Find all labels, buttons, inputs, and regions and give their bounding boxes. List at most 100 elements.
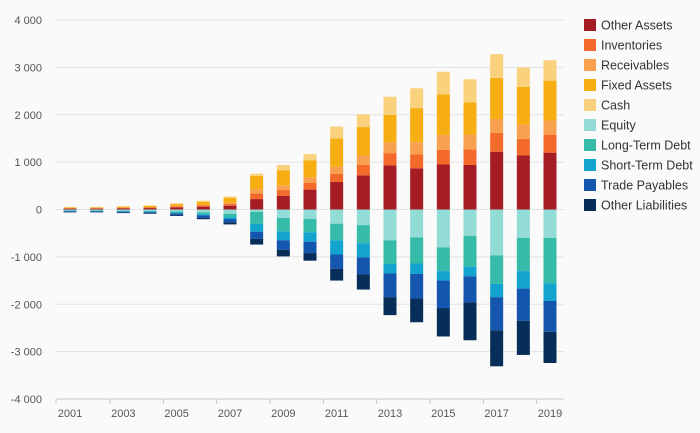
- bar-segment-short-term-debt: [196, 214, 210, 216]
- bar-segment-receivables: [196, 204, 210, 206]
- bar-segment-long-term-debt: [90, 210, 104, 211]
- bar-segment-other-assets: [543, 152, 557, 210]
- x-tick-label: 2013: [378, 408, 402, 420]
- bar-segment-trade-payables: [436, 280, 450, 309]
- legend-label-cash: Cash: [601, 99, 630, 113]
- bar-segment-cash: [196, 200, 210, 202]
- bar-segment-fixed-assets: [410, 108, 424, 143]
- x-tick-label: 2011: [325, 408, 349, 420]
- bar-segment-other-liabilities: [63, 211, 77, 213]
- bar-segment-equity: [516, 209, 530, 238]
- bar-segment-equity: [250, 209, 264, 212]
- bar-segment-equity: [196, 209, 210, 213]
- bar-segment-other-assets: [303, 189, 317, 210]
- bar-segment-long-term-debt: [143, 210, 157, 212]
- legend-swatch-short-term-debt: [584, 159, 596, 171]
- bar-segment-trade-payables: [303, 241, 317, 254]
- bar-segment-equity: [170, 209, 184, 212]
- bar-segment-inventories: [330, 173, 344, 183]
- bar-segment-other-liabilities: [383, 297, 397, 316]
- bar-segment-other-assets: [223, 205, 237, 210]
- bar-segment-fixed-assets: [116, 206, 130, 208]
- x-tick-label: 2019: [538, 408, 562, 420]
- bar-segment-equity: [356, 209, 370, 226]
- bar-segment-trade-payables: [170, 213, 184, 215]
- bar-segment-trade-payables: [490, 297, 504, 331]
- bar-segment-other-assets: [276, 195, 290, 210]
- bar-segment-cash: [223, 196, 237, 198]
- bar-segment-trade-payables: [410, 273, 424, 299]
- bar-segment-long-term-debt: [436, 247, 450, 272]
- x-tick-label: 2017: [484, 408, 508, 420]
- bar-segment-cash: [116, 206, 130, 207]
- bar-segment-fixed-assets: [490, 77, 504, 120]
- bar-segment-fixed-assets: [516, 86, 530, 125]
- bar-segment-short-term-debt: [436, 271, 450, 281]
- bar-segment-cash: [63, 206, 77, 208]
- bar-segment-cash: [90, 206, 104, 208]
- bar-segment-inventories: [383, 153, 397, 166]
- bar-segment-inventories: [223, 204, 237, 206]
- bar-segment-trade-payables: [90, 211, 104, 212]
- bar-segment-other-liabilities: [223, 222, 237, 225]
- bar-segment-trade-payables: [330, 254, 344, 269]
- legend-label-short-term-debt: Short-Term Debt: [601, 159, 693, 173]
- bar-segment-inventories: [276, 190, 290, 196]
- bar-segment-trade-payables: [196, 215, 210, 218]
- bar-segment-long-term-debt: [250, 211, 264, 224]
- bar-segment-inventories: [250, 193, 264, 200]
- legend-swatch-trade-payables: [584, 179, 596, 191]
- bar-segment-equity: [116, 209, 130, 211]
- bar-segment-trade-payables: [143, 212, 157, 214]
- legend-swatch-fixed-assets: [584, 79, 596, 91]
- bar-segment-trade-payables: [250, 231, 264, 239]
- bar-segment-short-term-debt: [356, 243, 370, 258]
- bar-segment-other-liabilities: [490, 330, 504, 367]
- bar-segment-other-liabilities: [116, 212, 130, 214]
- bar-segment-short-term-debt: [383, 263, 397, 274]
- bar-segment-other-liabilities: [436, 308, 450, 337]
- bar-segment-short-term-debt: [490, 283, 504, 298]
- bar-segment-inventories: [463, 149, 477, 165]
- bar-segment-cash: [410, 88, 424, 109]
- bar-segment-fixed-assets: [356, 127, 370, 156]
- bar-segment-cash: [516, 67, 530, 87]
- legend-label-long-term-debt: Long-Term Debt: [601, 139, 691, 153]
- bar-segment-equity: [543, 209, 557, 238]
- bar-segment-other-liabilities: [543, 331, 557, 363]
- y-tick-label: 4 000: [14, 15, 42, 27]
- bar-segment-equity: [436, 209, 450, 248]
- bar-segment-inventories: [516, 138, 530, 156]
- bar-segment-other-assets: [410, 168, 424, 210]
- bar-segment-other-assets: [436, 164, 450, 210]
- bar-segment-cash: [383, 96, 397, 115]
- y-tick-label: -2 000: [11, 299, 42, 311]
- y-tick-label: -4 000: [11, 394, 42, 406]
- bar-segment-equity: [303, 209, 317, 219]
- bar-segment-long-term-debt: [383, 240, 397, 264]
- bar-segment-fixed-assets: [436, 94, 450, 136]
- bar-segment-fixed-assets: [250, 175, 264, 190]
- bar-segment-cash: [490, 54, 504, 78]
- bar-segment-receivables: [90, 207, 104, 209]
- bar-segment-receivables: [143, 207, 157, 208]
- bar-segment-other-assets: [463, 164, 477, 210]
- bar-segment-cash: [463, 79, 477, 103]
- bar-segment-equity: [223, 209, 237, 214]
- bar-segment-receivables: [516, 124, 530, 139]
- bar-segment-long-term-debt: [356, 225, 370, 244]
- bar-segment-fixed-assets: [383, 114, 397, 143]
- y-tick-label: 3 000: [14, 62, 42, 74]
- bar-segment-short-term-debt: [143, 211, 157, 213]
- bar-segment-long-term-debt: [516, 237, 530, 272]
- x-tick-label: 2015: [431, 408, 455, 420]
- bar-segment-short-term-debt: [543, 283, 557, 301]
- bar-segment-long-term-debt: [196, 212, 210, 215]
- legend-swatch-long-term-debt: [584, 139, 596, 151]
- x-tick-label: 2007: [218, 408, 242, 420]
- bar-segment-equity: [90, 209, 104, 211]
- bar-segment-cash: [436, 71, 450, 95]
- bar-segment-receivables: [330, 166, 344, 174]
- bar-segment-short-term-debt: [463, 266, 477, 277]
- legend-label-equity: Equity: [601, 119, 636, 133]
